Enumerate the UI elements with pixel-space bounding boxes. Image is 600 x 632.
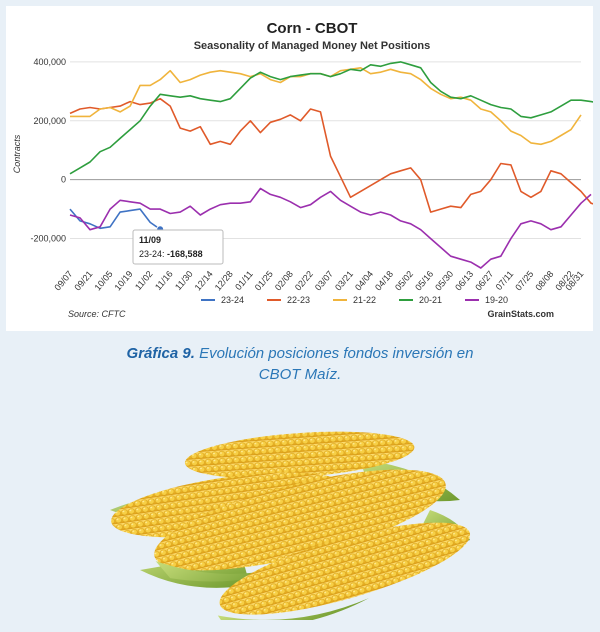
source-note: Source: CFTC bbox=[68, 309, 126, 319]
series-line-22-23 bbox=[69, 97, 593, 213]
legend-label: 20-21 bbox=[419, 295, 442, 305]
caption-line-1: Evolución posiciones fondos inversión en bbox=[194, 345, 474, 362]
tooltip-value: -168,588 bbox=[167, 249, 203, 259]
x-tick-label: 01/11 bbox=[233, 269, 255, 292]
chart-panel: Corn - CBOT Seasonality of Managed Money… bbox=[6, 6, 593, 331]
y-tick-label: 200,000 bbox=[33, 116, 66, 126]
x-tick-label: 01/25 bbox=[253, 269, 275, 293]
x-tick-label: 07/25 bbox=[513, 269, 535, 293]
legend-label: 22-23 bbox=[287, 295, 310, 305]
x-tick-label: 11/30 bbox=[173, 269, 195, 292]
x-tick-layer: 09/0709/2110/0510/1911/0211/1611/3012/14… bbox=[52, 269, 585, 293]
caption-line-2: CBOT Maíz. bbox=[258, 366, 342, 383]
x-tick-label: 12/14 bbox=[193, 269, 215, 293]
x-tick-label: 04/04 bbox=[353, 269, 375, 293]
chart-subtitle: Seasonality of Managed Money Net Positio… bbox=[194, 40, 431, 52]
figure-caption: Gráfica 9. Evolución posiciones fondos i… bbox=[0, 343, 600, 385]
caption-label: Gráfica 9. bbox=[126, 345, 195, 362]
tooltip: 11/09 23-24: -168,588 bbox=[132, 229, 224, 265]
corn-photo bbox=[110, 431, 471, 620]
x-tick-label: 04/18 bbox=[373, 269, 395, 293]
legend-label: 23-24 bbox=[221, 295, 244, 305]
legend: 23-24 22-23 21-22 20-21 19-20 bbox=[201, 295, 508, 305]
series-line-23-24 bbox=[69, 208, 161, 230]
y-tick-label: 400,000 bbox=[33, 57, 66, 67]
x-tick-label: 06/27 bbox=[473, 269, 495, 293]
x-tick-label: 03/07 bbox=[313, 269, 335, 293]
y-axis-label: Contracts bbox=[12, 134, 22, 173]
chart-title: Corn - CBOT bbox=[267, 20, 358, 37]
legend-label: 19-20 bbox=[485, 295, 508, 305]
x-tick-label: 05/16 bbox=[413, 269, 435, 293]
x-tick-label: 02/08 bbox=[273, 269, 295, 293]
x-tick-label: 02/22 bbox=[293, 269, 315, 293]
x-tick-label: 05/02 bbox=[393, 269, 415, 293]
tooltip-date: 11/09 bbox=[139, 235, 161, 245]
x-tick-label: 06/13 bbox=[453, 269, 475, 293]
legend-label: 21-22 bbox=[353, 295, 376, 305]
chart-svg: Corn - CBOT Seasonality of Managed Money… bbox=[12, 20, 593, 319]
x-tick-label: 11/02 bbox=[133, 269, 155, 292]
x-tick-label: 12/28 bbox=[213, 269, 235, 293]
svg-text:23-24: -168,588: 23-24: -168,588 bbox=[139, 249, 203, 259]
x-tick-label: 09/07 bbox=[52, 269, 74, 293]
x-tick-label: 11/16 bbox=[153, 269, 175, 292]
brand-credit: GrainStats.com bbox=[487, 309, 554, 319]
x-tick-label: 05/30 bbox=[433, 269, 455, 293]
series-layer bbox=[69, 61, 593, 269]
y-tick-label: -200,000 bbox=[30, 234, 66, 244]
tooltip-box bbox=[132, 229, 224, 265]
x-tick-label: 10/19 bbox=[113, 269, 135, 293]
x-tick-label: 09/21 bbox=[72, 269, 94, 293]
series-line-19-20 bbox=[69, 187, 592, 269]
tooltip-series: 23-24 bbox=[139, 249, 162, 259]
x-tick-label: 07/11 bbox=[494, 269, 516, 292]
series-line-20-21 bbox=[69, 61, 593, 175]
x-tick-label: 08/08 bbox=[533, 269, 555, 293]
x-tick-label: 03/21 bbox=[333, 269, 355, 293]
grid-layer: -200,000 0 200,000 400,000 bbox=[30, 57, 581, 244]
x-tick-label: 10/05 bbox=[92, 269, 114, 293]
y-tick-label: 0 bbox=[61, 175, 66, 185]
